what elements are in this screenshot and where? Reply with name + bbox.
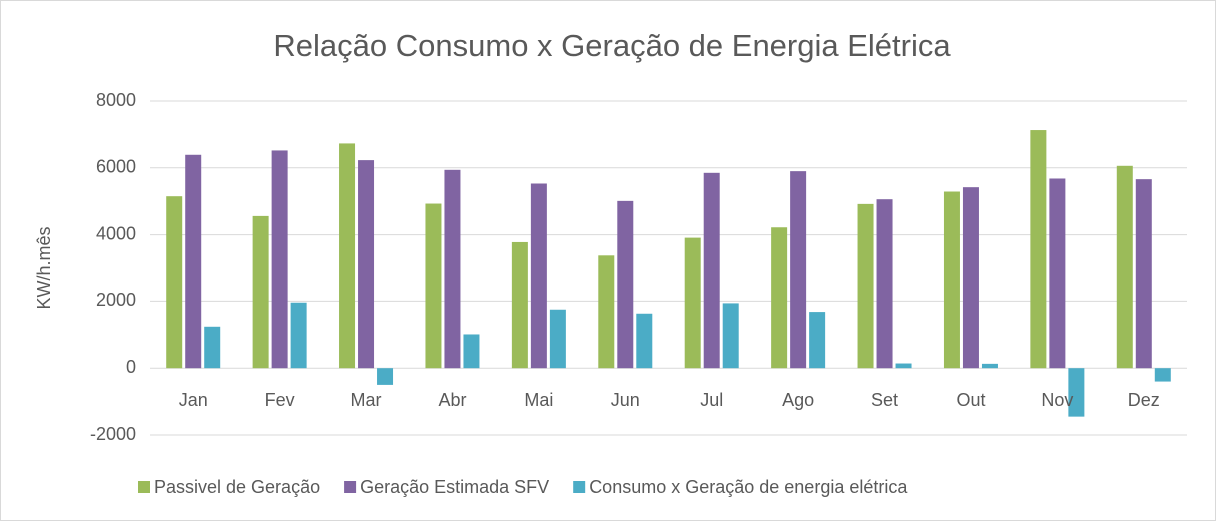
- x-tick-label: Nov: [1041, 390, 1073, 410]
- bar: [204, 326, 221, 369]
- bar: [684, 237, 701, 369]
- bar: [290, 302, 307, 369]
- bar: [339, 143, 356, 369]
- bar: [809, 312, 826, 369]
- x-tick-label: Jun: [611, 390, 640, 410]
- bar: [943, 191, 960, 369]
- bar: [377, 368, 394, 385]
- legend-swatch: [344, 481, 357, 493]
- bar: [703, 172, 720, 369]
- bar: [1068, 368, 1085, 417]
- x-tick-label: Abr: [438, 390, 466, 410]
- x-tick-label: Set: [871, 390, 898, 410]
- bar: [166, 196, 183, 369]
- bar: [1116, 165, 1133, 369]
- y-tick-label: 6000: [96, 157, 136, 177]
- x-tick-label: Mai: [524, 390, 553, 410]
- bar: [185, 154, 202, 369]
- bar: [271, 150, 288, 369]
- legend-label: Consumo x Geração de energia elétrica: [589, 477, 908, 497]
- bar: [252, 215, 269, 369]
- x-tick-label: Jul: [700, 390, 723, 410]
- y-axis-label: KW/h.mês: [34, 226, 54, 309]
- bar: [425, 203, 442, 369]
- bar: [598, 255, 615, 369]
- y-tick-label: 4000: [96, 223, 136, 243]
- bar: [1049, 178, 1066, 369]
- y-tick-label: -2000: [90, 424, 136, 444]
- bar: [1154, 368, 1171, 382]
- bar: [549, 309, 566, 369]
- bar: [790, 171, 807, 369]
- y-tick-label: 2000: [96, 290, 136, 310]
- y-tick-label: 8000: [96, 90, 136, 110]
- bar: [962, 187, 979, 369]
- bar: [444, 169, 461, 369]
- bar: [895, 363, 912, 369]
- bar: [1030, 130, 1047, 369]
- legend-swatch: [573, 481, 586, 493]
- x-tick-label: Ago: [782, 390, 814, 410]
- legend-label: Geração Estimada SFV: [360, 477, 549, 497]
- chart-title: Relação Consumo x Geração de Energia Elé…: [273, 28, 951, 63]
- bar: [771, 227, 788, 369]
- bar: [981, 363, 998, 369]
- bar: [358, 160, 375, 369]
- bar: [617, 200, 634, 369]
- legend-swatch: [138, 481, 150, 493]
- bar: [876, 199, 893, 369]
- bar: [1135, 179, 1152, 369]
- x-tick-label: Jan: [179, 390, 208, 410]
- x-tick-label: Mar: [351, 390, 382, 410]
- bar: [857, 203, 874, 369]
- bar: [511, 241, 528, 369]
- bar: [722, 303, 739, 369]
- bar: [530, 183, 547, 369]
- x-tick-label: Out: [956, 390, 985, 410]
- bar: [463, 334, 480, 369]
- legend-label: Passivel de Geração: [154, 477, 320, 497]
- y-tick-label: 0: [126, 357, 136, 377]
- x-tick-label: Fev: [265, 390, 295, 410]
- bar: [636, 313, 653, 369]
- x-tick-label: Dez: [1128, 390, 1160, 410]
